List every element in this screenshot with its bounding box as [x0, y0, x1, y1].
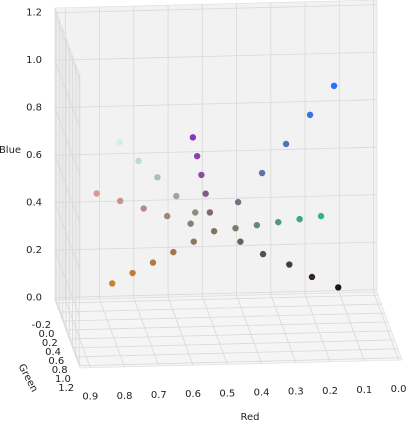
x-tick-label: 0.9: [82, 392, 98, 403]
grid-line: [59, 303, 382, 313]
point: [308, 273, 316, 281]
grid-line: [56, 294, 379, 304]
grid-line: [79, 357, 402, 367]
grid-line: [54, 155, 81, 224]
z-axis-label: Blue: [0, 145, 21, 156]
x-tick-label: 0.2: [322, 386, 338, 397]
point: [237, 238, 244, 245]
point: [335, 284, 342, 291]
x-tick-label: 0.6: [185, 389, 201, 400]
z-tick-label: 0.4: [26, 198, 42, 209]
point: [116, 138, 123, 146]
point: [170, 248, 177, 256]
z-tick-label: 0.8: [26, 103, 42, 114]
x-tick-label: 0.4: [254, 387, 270, 398]
y-tick-label: 1.2: [58, 383, 74, 394]
point: [140, 205, 147, 212]
point: [173, 192, 180, 200]
grid-line: [54, 289, 378, 299]
point: [259, 250, 267, 258]
point: [149, 259, 157, 266]
y-axis-label: Green: [16, 362, 40, 394]
point: [258, 169, 266, 177]
point: [253, 221, 261, 229]
y-tick-label: 0.2: [42, 338, 58, 349]
point: [282, 140, 290, 148]
grid-line: [54, 250, 81, 319]
point: [306, 111, 314, 119]
z-tick-label: 1.0: [26, 55, 42, 66]
x-tick-label: 0.7: [151, 390, 167, 401]
x-tick-label: 0.3: [288, 387, 304, 398]
grid-line: [54, 194, 378, 204]
point: [192, 209, 199, 216]
point: [232, 224, 239, 232]
z-tick-label: 1.2: [26, 8, 42, 19]
grid-line: [54, 4, 378, 14]
point: [210, 228, 218, 235]
y-tick-label: 0.4: [45, 347, 61, 358]
point: [135, 157, 142, 165]
point: [198, 171, 205, 179]
point: [108, 280, 116, 287]
point: [202, 190, 209, 197]
point: [187, 220, 194, 227]
point: [190, 238, 197, 245]
grid-line: [54, 107, 81, 176]
grid-line: [54, 99, 378, 109]
point: [296, 215, 303, 223]
z-tick-label: 0.2: [26, 245, 42, 256]
point: [154, 174, 161, 181]
x-tick-label: 0.5: [219, 388, 235, 399]
grid-line: [72, 339, 395, 349]
grid-line: [75, 348, 398, 358]
point: [234, 198, 242, 206]
point: [330, 82, 338, 89]
grid-line: [66, 321, 389, 331]
grid-line: [54, 202, 81, 271]
point: [286, 261, 293, 268]
grid-line: [54, 241, 378, 251]
y-tick-label: 0.8: [52, 365, 68, 376]
point: [206, 209, 214, 216]
point: [193, 152, 201, 160]
point: [317, 212, 325, 220]
floor-pane: [54, 291, 403, 369]
grid-line: [54, 12, 81, 81]
z-tick-label: 0.6: [26, 150, 42, 161]
point: [275, 218, 282, 226]
grid-line: [62, 312, 385, 322]
x-tick-label: 0.8: [117, 391, 133, 402]
point: [163, 212, 171, 220]
grid-line: [54, 297, 81, 366]
point: [93, 190, 100, 197]
y-tick-label: 0.0: [39, 329, 55, 340]
x-tick-label: 0.1: [356, 385, 372, 396]
point: [129, 269, 136, 277]
y-tick-label: 1.0: [55, 374, 71, 385]
x-axis-label: Red: [241, 412, 260, 421]
grid-line: [54, 51, 378, 61]
z-tick-label: 0.0: [26, 293, 42, 304]
y-tick-label: -0.2: [32, 320, 52, 331]
grid-line: [54, 60, 81, 129]
point: [189, 134, 197, 141]
point: [116, 197, 124, 205]
grid-line: [69, 330, 392, 340]
x-tick-label: 0.0: [391, 384, 407, 395]
grid-line: [54, 146, 378, 156]
back-pane: [54, 0, 378, 301]
y-tick-label: 0.6: [48, 356, 64, 367]
